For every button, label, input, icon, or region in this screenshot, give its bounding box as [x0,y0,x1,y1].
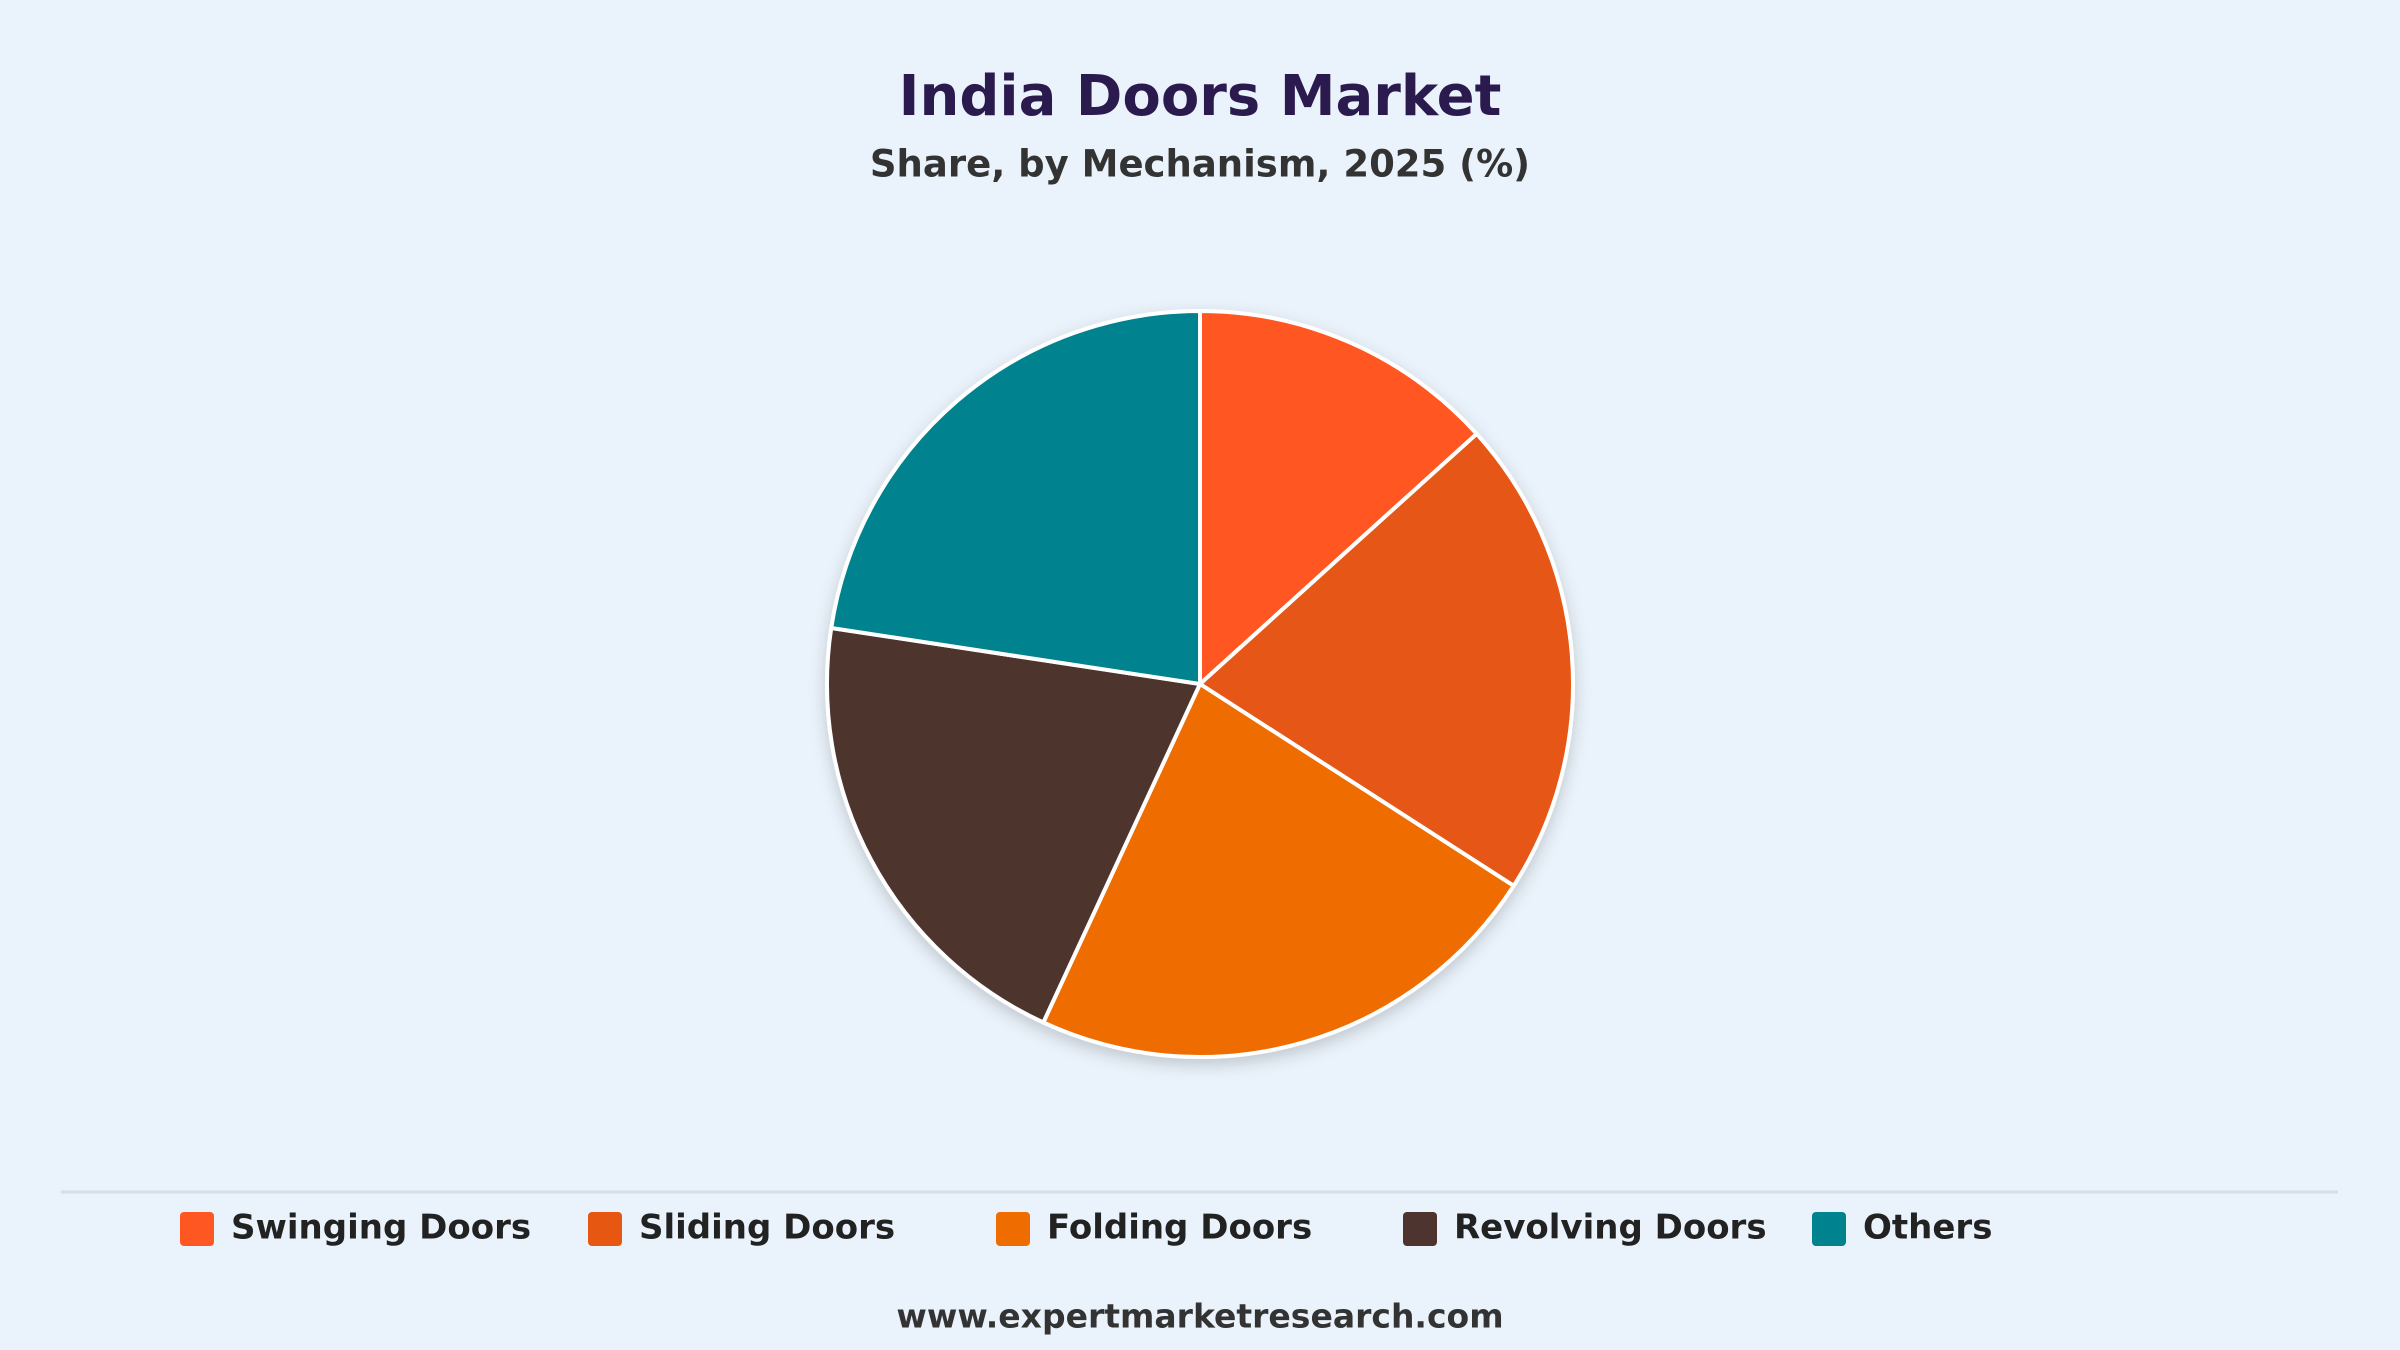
legend-label: Others [1863,1208,1992,1248]
legend-swatch [996,1212,1030,1246]
legend-label: Sliding Doors [639,1208,895,1248]
source: www.expertmarketresearch.com [896,1297,1503,1336]
legend-swatch [1812,1212,1846,1246]
legend-label: Swinging Doors [231,1208,531,1248]
legend-swatch [1403,1212,1437,1246]
chart-subtitle: Share, by Mechanism, 2025 (%) [870,143,1530,186]
pie-slice [1198,431,1575,888]
legend-swatch [588,1212,622,1246]
pie-slice [1041,682,1516,1059]
pie-slice [825,625,1202,1025]
pie-slice [1198,309,1479,686]
pie-slice [829,309,1202,686]
legend-label: Folding Doors [1047,1208,1312,1248]
pie [825,309,1575,1059]
legend-swatch [180,1212,214,1246]
legend-label: Revolving Doors [1454,1208,1767,1248]
chart-title: India Doors Market [899,64,1502,129]
legend: Swinging Doors Sliding Doors Folding Doors… [180,1208,1992,1248]
